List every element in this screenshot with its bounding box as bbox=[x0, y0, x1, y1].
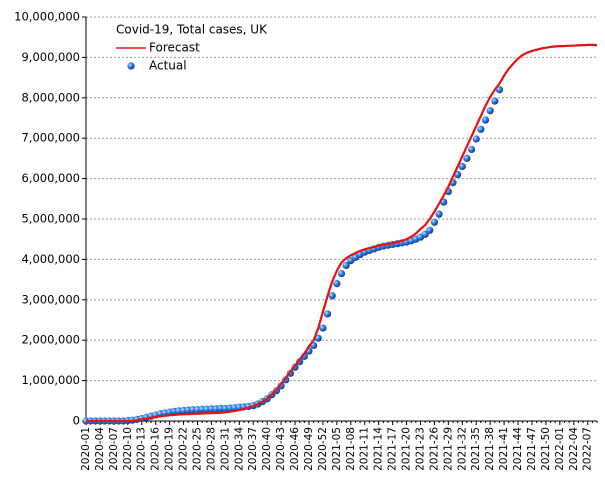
y-tick-label: 10,000,000 bbox=[14, 10, 80, 24]
x-tick-label: 2021-47 bbox=[526, 427, 538, 471]
x-tick-label: 2021-23 bbox=[414, 427, 426, 471]
x-tick-label: 2020-16 bbox=[150, 427, 162, 471]
x-tick-label: 2020-13 bbox=[136, 427, 148, 471]
grid bbox=[86, 16, 597, 382]
actual-point bbox=[467, 145, 476, 154]
x-tick-label: 2021-29 bbox=[442, 427, 454, 471]
x-tick-label: 2020-46 bbox=[289, 427, 301, 471]
actual-point bbox=[435, 210, 443, 218]
actual-point bbox=[495, 86, 504, 94]
x-tick-label: 2021-50 bbox=[540, 427, 552, 471]
y-tick-label: 9,000,000 bbox=[21, 50, 80, 64]
x-tick-label: 2021-08 bbox=[345, 427, 357, 471]
x-tick-label: 2020-40 bbox=[261, 427, 273, 471]
x-tick-label: 2021-11 bbox=[359, 427, 371, 471]
x-tick-label: 2021-26 bbox=[428, 427, 440, 471]
legend-label: Actual bbox=[149, 59, 187, 73]
x-tick-label: 2020-31 bbox=[219, 427, 231, 471]
y-tick-label: 4,000,000 bbox=[21, 252, 80, 266]
x-tick-label: 2020-49 bbox=[303, 427, 315, 471]
x-tick-label: 2020-10 bbox=[122, 427, 134, 471]
x-tick-label: 2022-04 bbox=[568, 427, 580, 471]
x-tick-label: 2020-52 bbox=[317, 427, 329, 471]
legend: Covid-19, Total cases, UK Forecast Actual bbox=[116, 23, 268, 73]
actual-point bbox=[491, 97, 499, 105]
x-tick-label: 2020-22 bbox=[178, 427, 190, 471]
actual-point bbox=[426, 226, 434, 234]
y-tick-label: 0 bbox=[73, 414, 80, 428]
actual-point bbox=[328, 292, 336, 300]
x-tick-label: 2020-25 bbox=[191, 427, 203, 471]
actual-point bbox=[472, 135, 480, 143]
x-tick-label: 2021-38 bbox=[484, 427, 496, 471]
actual-point bbox=[430, 218, 439, 226]
actual-point bbox=[319, 324, 327, 332]
y-tick-label: 7,000,000 bbox=[21, 131, 80, 145]
x-tick-label: 2020-04 bbox=[94, 427, 106, 471]
x-tick-label: 2021-20 bbox=[401, 427, 413, 471]
forecast-line bbox=[86, 43, 598, 423]
actual-point bbox=[463, 154, 471, 162]
x-tick-label: 2020-37 bbox=[247, 427, 259, 471]
x-tick-label: 2022-01 bbox=[554, 427, 566, 471]
x-tick-label: 2021-32 bbox=[456, 427, 468, 471]
legend-label: Forecast bbox=[149, 41, 200, 55]
marks bbox=[82, 43, 598, 425]
y-tick-label: 2,000,000 bbox=[21, 333, 80, 347]
axes: 0 1,000,000 2,000,000 3,000,000 4,000,000 5,0… bbox=[14, 10, 598, 471]
actual-point bbox=[314, 334, 322, 342]
x-tick-label: 2021-05 bbox=[331, 427, 343, 471]
x-tick-label: 2021-14 bbox=[373, 427, 385, 471]
actual-point bbox=[323, 310, 332, 318]
x-tick-label: 2021-35 bbox=[470, 427, 482, 471]
x-tick-label: 2022-07 bbox=[582, 427, 594, 471]
actual-point bbox=[458, 162, 466, 171]
x-tick-label: 2020-01 bbox=[80, 427, 92, 471]
x-tick-label: 2020-43 bbox=[275, 427, 287, 471]
y-tick-label: 8,000,000 bbox=[21, 90, 80, 104]
x-tick-label: 2020-19 bbox=[164, 427, 176, 471]
x-tick-label: 2020-34 bbox=[233, 427, 245, 471]
legend-title: Covid-19, Total cases, UK bbox=[116, 23, 268, 37]
y-tick-label: 1,000,000 bbox=[21, 373, 80, 387]
actual-point bbox=[333, 280, 341, 288]
y-tick-label: 3,000,000 bbox=[21, 292, 80, 306]
actual-point bbox=[342, 261, 350, 270]
actual-point bbox=[337, 269, 346, 278]
legend-swatch bbox=[127, 62, 135, 70]
actual-point bbox=[421, 230, 429, 238]
x-tick-label: 2021-44 bbox=[512, 427, 524, 471]
x-tick-label: 2020-07 bbox=[108, 427, 120, 471]
y-tick-label: 5,000,000 bbox=[21, 212, 80, 226]
actual-point bbox=[477, 125, 485, 133]
actual-point bbox=[481, 116, 490, 124]
x-tick-label: 2021-41 bbox=[498, 427, 510, 471]
y-tick-label: 6,000,000 bbox=[21, 171, 80, 185]
actual-point bbox=[486, 107, 494, 115]
x-tick-label: 2020-28 bbox=[205, 427, 217, 471]
x-tick-label: 2021-17 bbox=[387, 427, 399, 471]
